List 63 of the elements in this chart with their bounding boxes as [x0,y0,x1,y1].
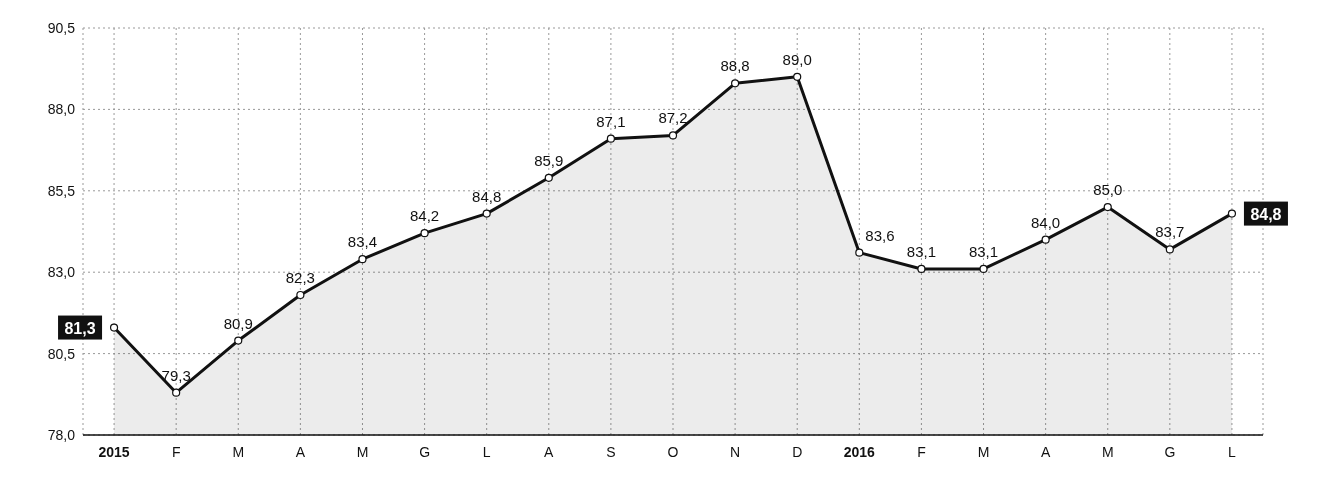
x-tick-label: F [171,444,181,460]
x-tick-label: D [792,444,803,460]
point [544,173,553,182]
point [482,209,491,218]
data-label: 85,0 [1093,181,1123,199]
point [917,264,926,274]
data-label: 83,6 [865,226,895,244]
x-tick-label: G [1164,444,1176,460]
point [109,323,119,332]
y-tick-label: 90,5 [47,19,76,36]
point [668,131,678,140]
data-label: 89,0 [782,50,812,68]
x-tick-label: F [917,444,926,460]
x-tick-label: M [977,444,990,460]
x-tick-label: A [295,444,306,460]
x-tick-label: M [356,444,369,460]
x-tick-label: L [1228,444,1237,460]
data-label: 83,1 [906,242,937,260]
data-label: 82,3 [285,268,315,286]
point [606,134,615,143]
data-label: 87,2 [658,109,688,127]
data-label: 81,3 [64,319,96,337]
x-tick-label: M [232,444,245,460]
data-label: 87,1 [596,112,626,130]
data-label: 85,9 [534,151,564,169]
point [234,336,243,345]
point [979,264,988,274]
point [420,229,429,238]
point [1103,202,1112,212]
data-label: 79,3 [161,366,191,384]
x-tick-label: L [482,444,491,460]
data-label: 84,8 [472,187,502,205]
data-label: 83,7 [1155,223,1185,241]
point [855,248,864,257]
data-label: 84,8 [1250,205,1282,223]
data-label: 84,2 [409,207,440,225]
x-tick-label: G [419,444,431,460]
point [1165,245,1174,254]
point [172,388,181,397]
data-label: 84,0 [1031,213,1061,231]
y-tick-label: 80,5 [47,345,76,362]
data-label: 88,8 [720,57,750,75]
x-tick-label: N [730,444,741,460]
x-tick-label: M [1101,444,1114,460]
y-tick-label: 85,5 [47,182,76,199]
y-tick-label: 83,0 [47,264,76,281]
data-label: 83,4 [347,233,378,251]
y-tick-label: 88,0 [47,101,76,118]
y-tick-label: 78,0 [47,426,76,443]
x-tick-label: 2016 [843,444,876,460]
point [1041,235,1050,244]
x-tick-label: A [544,444,555,460]
data-label: 83,1 [968,242,999,260]
x-tick-label: 2015 [98,444,130,460]
point [358,255,367,264]
x-tick-label: S [606,444,616,460]
x-tick-label: O [667,444,679,460]
data-label: 80,9 [223,314,253,332]
x-tick-label: A [1040,444,1051,460]
point [731,79,740,88]
point [793,72,802,81]
point [1227,209,1237,218]
point [296,290,305,300]
